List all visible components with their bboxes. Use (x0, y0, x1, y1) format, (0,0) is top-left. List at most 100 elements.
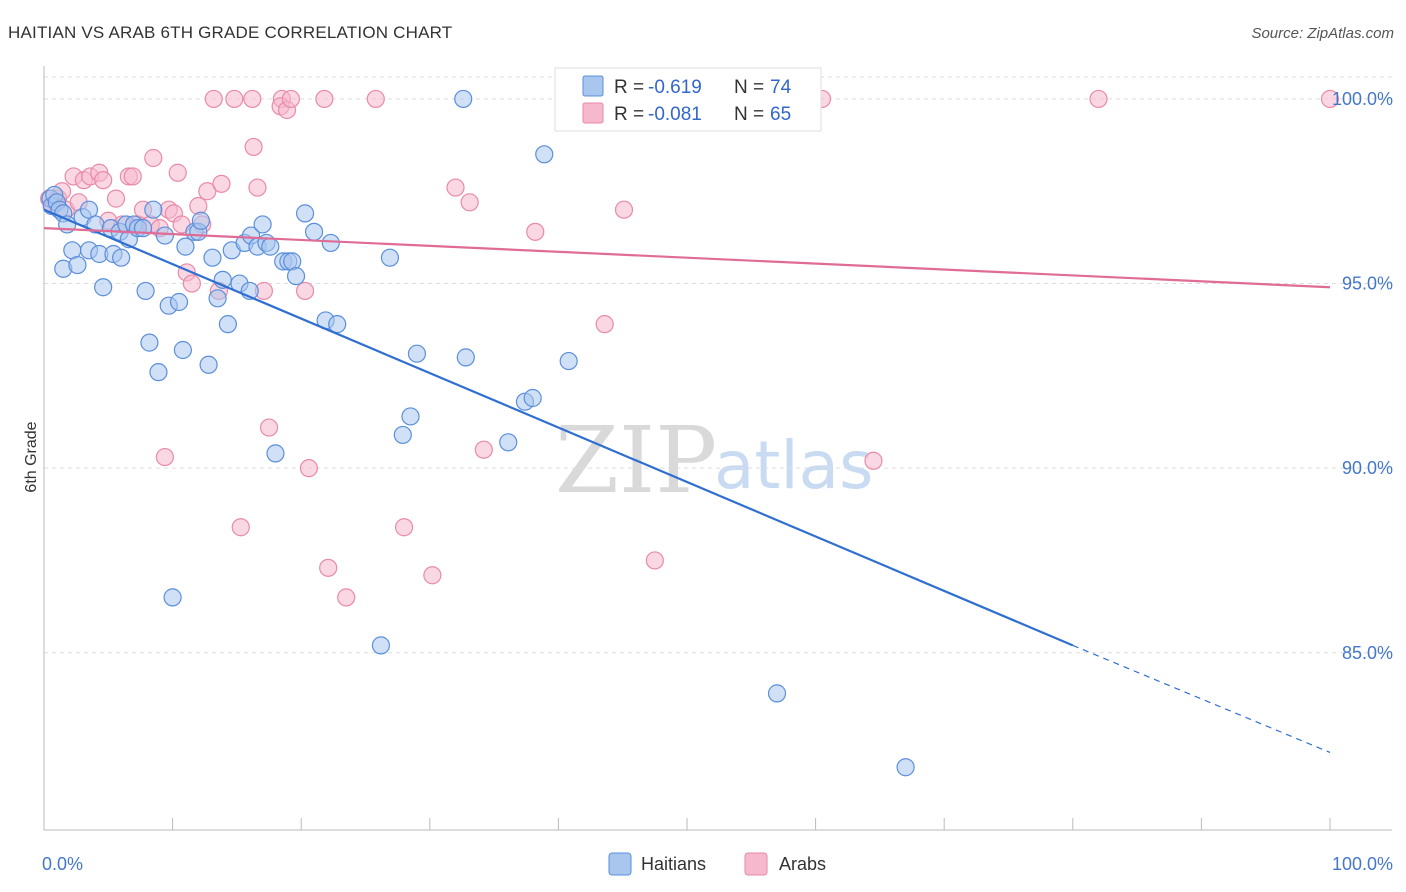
arab-point-46 (295, 281, 315, 301)
arab-point-37 (243, 89, 262, 109)
arab-point-56 (474, 440, 493, 459)
haitian-point-28 (144, 200, 163, 219)
arab-point-65 (1320, 89, 1340, 109)
arabs-r-value: -0.081 (648, 104, 702, 125)
arab-point-59 (614, 200, 634, 219)
y-tick-label-1: 90.0% (1342, 458, 1393, 478)
arab-point-29 (189, 196, 208, 216)
haitian-point-62 (371, 636, 391, 655)
haitian-point-33 (176, 237, 195, 256)
legend-label-haitians: Haitians (641, 854, 706, 874)
haitian-point-56 (295, 204, 315, 223)
arabs-r-label: R = (614, 104, 644, 125)
arab-point-28 (182, 274, 201, 293)
haitian-point-57 (304, 222, 324, 241)
haitian-point-64 (393, 425, 412, 445)
y-axis-title: 6th Grade (23, 421, 40, 492)
haitian-point-69 (499, 433, 518, 452)
haitian-point-38 (203, 248, 222, 267)
haitian-point-29 (155, 226, 174, 245)
arab-point-32 (204, 89, 223, 109)
arab-point-13 (106, 189, 126, 208)
haitian-point-73 (559, 351, 578, 371)
arab-point-63 (864, 451, 883, 470)
arab-point-34 (212, 174, 231, 193)
haitian-point-66 (407, 344, 427, 363)
arab-point-31 (198, 182, 217, 201)
arab-point-57 (526, 222, 545, 241)
x-tick-labels: 0.0% 100.0% (42, 854, 1393, 874)
x-tick-label-1: 100.0% (1332, 854, 1393, 874)
haitians-trend-line (43, 208, 1074, 647)
haitians-n-label: N = (734, 77, 764, 98)
arab-point-58 (595, 315, 614, 334)
haitian-point-26 (140, 333, 159, 352)
haitian-point-68 (456, 348, 475, 367)
y-tick-label-0: 85.0% (1342, 643, 1393, 663)
arab-point-48 (315, 89, 334, 109)
haitian-point-39 (208, 289, 227, 308)
arab-point-52 (394, 518, 414, 537)
arab-point-53 (423, 566, 442, 585)
arabs-n-value: 65 (770, 104, 791, 125)
chart-source: Source: ZipAtlas.com (1251, 25, 1394, 42)
haitian-point-31 (169, 292, 189, 312)
haitian-point-19 (112, 248, 131, 267)
haitian-point-65 (401, 407, 420, 426)
arab-point-55 (460, 193, 479, 212)
haitian-point-55 (286, 267, 306, 286)
stats-legend: R = -0.619 N = 74 R = -0.081 N = 65 (554, 67, 822, 132)
grid-lines (44, 76, 1392, 654)
haitian-point-15 (94, 278, 113, 297)
arabs-legend-swatch (582, 102, 604, 124)
haitians-n-value: 74 (770, 77, 792, 98)
arab-point-20 (144, 148, 163, 168)
chart-title: HAITIAN VS ARAB 6TH GRADE CORRELATION CH… (8, 23, 452, 42)
haitian-point-41 (218, 315, 237, 334)
haitians-legend-swatch (582, 75, 604, 97)
arab-point-16 (123, 167, 142, 186)
arab-point-39 (248, 178, 267, 197)
legend-swatch-arabs (744, 852, 768, 876)
haitian-point-48 (253, 215, 272, 234)
haitian-point-50 (261, 237, 280, 256)
haitian-point-67 (454, 89, 473, 109)
arab-point-47 (299, 459, 319, 478)
legend-swatch-haitians (608, 852, 632, 876)
arab-point-35 (225, 89, 244, 109)
watermark: ZIP atlas (555, 407, 874, 514)
series-legend: Haitians Arabs (608, 852, 826, 876)
arab-point-38 (244, 137, 263, 157)
haitian-point-51 (266, 444, 285, 463)
haitian-point-60 (328, 315, 347, 334)
arab-point-61 (645, 551, 664, 570)
arab-point-51 (366, 89, 385, 109)
haitian-point-59 (321, 233, 340, 253)
arab-point-11 (94, 171, 113, 190)
haitian-point-61 (163, 588, 182, 607)
arab-point-41 (259, 418, 279, 437)
haitian-point-27 (149, 363, 168, 382)
haitian-point-24 (133, 219, 153, 238)
arab-point-45 (281, 89, 301, 109)
haitian-point-9 (68, 255, 87, 275)
arab-point-54 (446, 178, 465, 197)
haitian-point-25 (136, 281, 155, 301)
legend-label-arabs: Arabs (779, 854, 826, 874)
arab-point-22 (155, 447, 174, 467)
arab-point-64 (1089, 89, 1108, 109)
haitian-point-37 (199, 355, 218, 374)
x-tick-label-0: 0.0% (42, 854, 83, 874)
haitians-trend-extension (1072, 644, 1331, 754)
y-tick-label-2: 95.0% (1342, 274, 1393, 294)
haitian-point-36 (191, 211, 210, 230)
arabs-n-label: N = (734, 104, 764, 125)
haitians-r-label: R = (614, 77, 644, 98)
haitian-point-72 (535, 145, 554, 164)
arab-point-50 (337, 588, 356, 607)
haitian-point-74 (767, 684, 787, 703)
arab-point-25 (168, 163, 187, 182)
haitian-point-63 (380, 248, 400, 267)
arabs-trend-line (43, 227, 1331, 289)
